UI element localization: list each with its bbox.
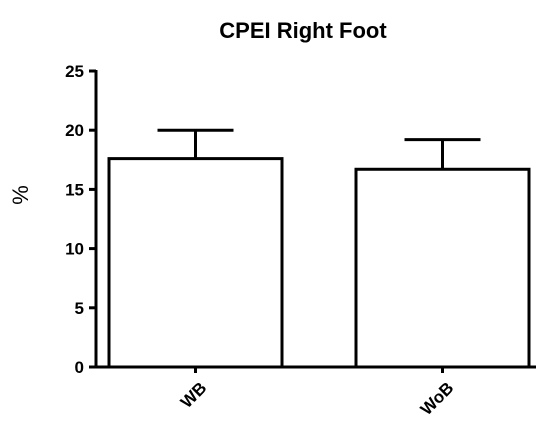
bar-wb <box>107 157 284 369</box>
y-tick-label-25: 25 <box>65 62 84 81</box>
y-tick-label-0: 0 <box>75 358 84 377</box>
error-bars-layer <box>157 128 481 170</box>
x-tick-label-wb: WB <box>177 378 210 411</box>
x-tick-label-wob: WoB <box>417 378 458 419</box>
bar-wob <box>354 167 531 369</box>
bars-layer <box>107 157 531 369</box>
axes-layer <box>90 70 536 369</box>
y-tick-label-5: 5 <box>75 299 84 318</box>
chart-title: CPEI Right Foot <box>219 18 387 43</box>
y-tick-label-15: 15 <box>65 180 84 199</box>
y-axis-label: % <box>8 185 33 205</box>
y-tick-label-10: 10 <box>65 240 84 259</box>
y-tick-label-20: 20 <box>65 121 84 140</box>
